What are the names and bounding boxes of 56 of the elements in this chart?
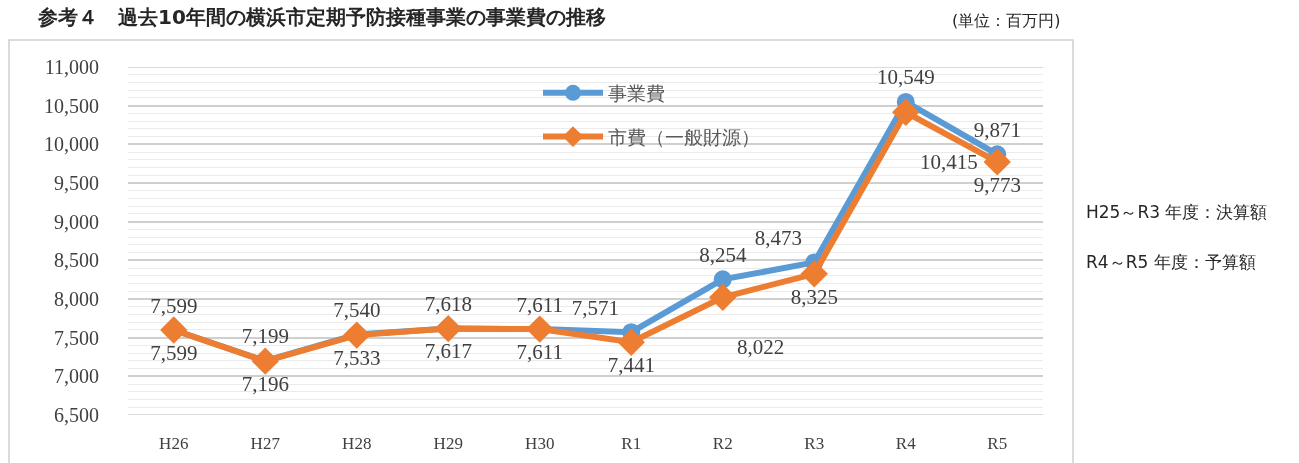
y-tick-label: 8,500 bbox=[54, 249, 99, 272]
data-label: 7,540 bbox=[333, 298, 381, 323]
y-tick-label: 7,000 bbox=[54, 365, 99, 388]
data-label: 8,473 bbox=[754, 225, 802, 250]
point bbox=[892, 98, 920, 126]
x-tick-label: H28 bbox=[342, 434, 372, 453]
data-label: 8,022 bbox=[736, 335, 785, 360]
y-tick-label: 10,000 bbox=[44, 133, 99, 156]
x-tick-label: R4 bbox=[895, 434, 917, 453]
y-tick-label: 11,000 bbox=[44, 56, 99, 78]
y-tick-label: 9,000 bbox=[54, 210, 99, 233]
data-label: 7,611 bbox=[516, 292, 563, 317]
data-label: 10,415 bbox=[919, 150, 978, 175]
point bbox=[434, 314, 462, 343]
point bbox=[526, 315, 554, 343]
chart-title: 参考４ 過去10年間の横浜市定期予防接種事業の事業費の推移 bbox=[37, 5, 606, 29]
y-tick-label: 8,000 bbox=[54, 288, 99, 310]
data-label: 8,325 bbox=[790, 284, 838, 309]
data-label: 7,441 bbox=[607, 353, 655, 378]
data-label: 7,618 bbox=[424, 292, 472, 317]
data-label: 7,599 bbox=[150, 340, 198, 365]
data-label: 7,199 bbox=[241, 324, 289, 349]
x-tick-label: H27 bbox=[250, 434, 281, 453]
point bbox=[343, 321, 371, 349]
x-tick-label: R5 bbox=[987, 434, 1008, 453]
data-label: 8,254 bbox=[699, 242, 747, 267]
legend-label: 市費（一般財源） bbox=[608, 125, 760, 148]
data-label: 7,571 bbox=[571, 295, 619, 320]
y-tick-label: 7,500 bbox=[54, 326, 99, 349]
x-tick-label: H29 bbox=[433, 434, 463, 453]
data-label: 9,871 bbox=[973, 117, 1021, 142]
x-tick-label: R2 bbox=[712, 434, 733, 453]
x-tick-label: H30 bbox=[525, 434, 555, 453]
point bbox=[617, 328, 645, 356]
x-tick-label: H26 bbox=[159, 434, 189, 453]
text: H25～R3 年度：決算額 bbox=[1086, 202, 1268, 222]
text: (単位：百万円) bbox=[952, 11, 1061, 30]
point bbox=[983, 148, 1011, 176]
y-tick-label: 10,500 bbox=[44, 94, 99, 117]
point bbox=[160, 316, 188, 344]
data-label: 7,617 bbox=[424, 339, 472, 364]
y-tick-label: 6,500 bbox=[54, 404, 99, 426]
x-tick-label: R3 bbox=[804, 434, 825, 453]
y-tick-label: 9,500 bbox=[54, 172, 99, 194]
data-label: 7,611 bbox=[516, 339, 563, 364]
data-label: 7,196 bbox=[241, 372, 289, 397]
text: R4～R5 年度：予算額 bbox=[1086, 252, 1256, 272]
legend-label: 事業費 bbox=[608, 82, 665, 105]
x-tick-label: R1 bbox=[621, 434, 642, 453]
data-label: 7,533 bbox=[333, 345, 381, 370]
data-label: 9,773 bbox=[973, 172, 1021, 197]
point bbox=[251, 347, 279, 375]
point bbox=[709, 283, 737, 311]
data-label: 7,599 bbox=[150, 293, 198, 318]
point bbox=[800, 260, 828, 288]
data-label: 10,549 bbox=[876, 65, 935, 90]
